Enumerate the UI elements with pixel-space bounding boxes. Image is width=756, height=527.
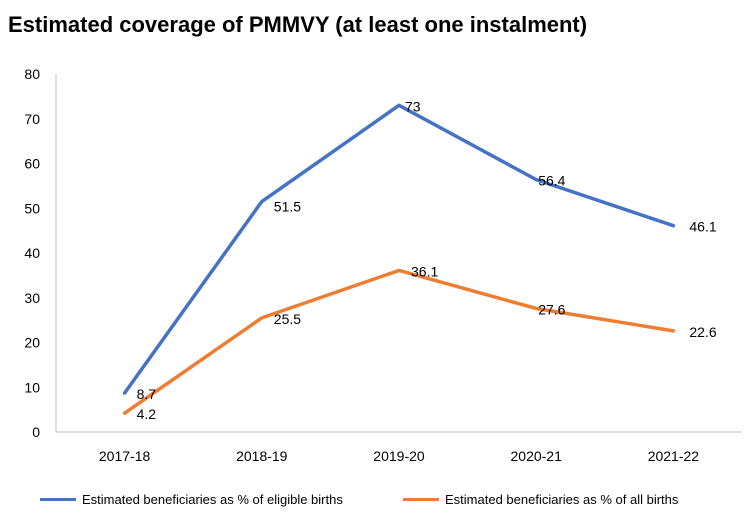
y-tick-label: 20 — [24, 335, 40, 351]
legend-item-all-births: Estimated beneficiaries as % of all birt… — [403, 492, 678, 507]
data-label: 56.4 — [538, 173, 565, 189]
series-lines — [122, 103, 676, 415]
x-tick-label: 2018-19 — [236, 448, 288, 464]
x-tick-label: 2017-18 — [99, 448, 151, 464]
y-tick-label: 40 — [24, 245, 40, 261]
chart-title: Estimated coverage of PMMVY (at least on… — [8, 12, 588, 37]
data-label: 8.7 — [137, 386, 157, 402]
axes — [55, 74, 742, 433]
legend-item-eligible-births: Estimated beneficiaries as % of eligible… — [40, 492, 343, 507]
legend-swatch-eligible-births — [40, 498, 76, 501]
y-tick-label: 50 — [24, 200, 40, 216]
data-label: 73 — [405, 98, 421, 114]
y-tick-label: 60 — [24, 156, 40, 172]
data-label: 46.1 — [689, 219, 716, 235]
legend-label-all-births: Estimated beneficiaries as % of all birt… — [445, 492, 679, 507]
y-tick-label: 30 — [24, 290, 40, 306]
legend-swatch-all-births — [403, 498, 439, 501]
x-axis-ticks: 2017-18 2018-19 2019-20 2020-21 2021-22 — [99, 448, 699, 464]
data-label: 51.5 — [274, 199, 301, 215]
data-labels: 8.7 51.5 73 56.4 46.1 4.2 25.5 36.1 27.6 22.6 — [137, 98, 717, 422]
y-axis-ticks: 0 10 20 30 40 50 60 70 80 — [24, 66, 40, 440]
legend: Estimated beneficiaries as % of eligible… — [0, 492, 756, 520]
y-tick-label: 0 — [32, 424, 40, 440]
series-line-0 — [122, 103, 676, 395]
legend-label-eligible-births: Estimated beneficiaries as % of eligible… — [82, 492, 343, 507]
y-tick-label: 10 — [24, 379, 40, 395]
x-tick-label: 2020-21 — [511, 448, 563, 464]
data-label: 4.2 — [137, 406, 157, 422]
data-label: 27.6 — [538, 301, 565, 317]
x-tick-label: 2019-20 — [373, 448, 425, 464]
data-label: 36.1 — [411, 263, 438, 279]
y-tick-label: 70 — [24, 111, 40, 127]
data-label: 25.5 — [274, 311, 301, 327]
y-tick-label: 80 — [24, 66, 40, 82]
series-line-1 — [122, 268, 676, 415]
x-tick-label: 2021-22 — [648, 448, 700, 464]
data-label: 22.6 — [689, 324, 716, 340]
